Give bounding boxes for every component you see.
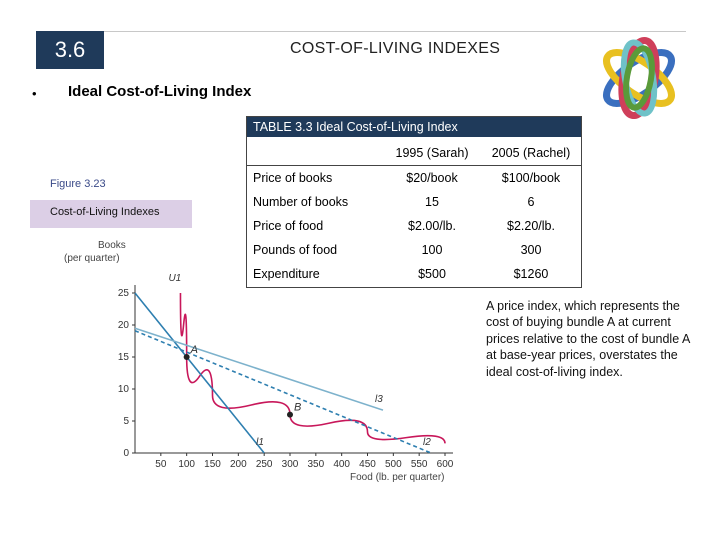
x-tick-label: 50 [155,459,167,470]
series-label-l3: l3 [375,394,383,405]
row-label: Price of books [253,171,333,185]
bundle-label-a: A [190,344,198,356]
y-tick-label: 10 [118,384,130,395]
series-label-l2: l2 [423,437,431,448]
y-tick-label: 0 [123,448,129,459]
section-number: 3.6 [54,37,86,62]
figure-caption: Cost-of-Living Indexes [50,206,160,218]
section-number-badge: 3.6 [36,31,104,69]
row-value-2005: $100/book [501,171,561,185]
explanation-note: A price index, which represents the cost… [486,299,690,379]
y-tick-label: 15 [118,352,130,363]
bullet-marker: • [32,86,37,101]
x-tick-label: 250 [256,459,273,470]
x-tick-label: 450 [359,459,376,470]
x-tick-label: 350 [307,459,324,470]
row-label: Number of books [253,195,349,209]
x-tick-label: 100 [178,459,195,470]
x-tick-label: 600 [437,459,454,470]
bundle-point-a [183,354,190,360]
row-value-2005: 6 [527,195,535,209]
x-tick-label: 150 [204,459,221,470]
table-header-2005: 2005 (Rachel) [491,146,571,160]
table-header-divider [247,165,581,166]
x-tick-label: 550 [411,459,428,470]
row-label: Price of food [253,219,324,233]
table-row: Price of food $2.00/lb. $2.20/lb. [247,214,581,238]
cost-of-living-table: TABLE 3.3 Ideal Cost-of-Living Index 199… [246,116,582,288]
budget-line-l1 [134,292,265,454]
x-tick-label: 500 [385,459,402,470]
x-tick-label: 400 [333,459,350,470]
table-row: Expenditure $500 $1260 [247,262,581,286]
row-value-1995: 100 [421,243,443,257]
row-label: Expenditure [253,267,320,281]
row-value-2005: 300 [520,243,542,257]
figure-caption-box [30,200,192,228]
figure-label: Figure 3.23 [50,178,106,190]
series-label-l1: l1 [256,437,264,448]
row-value-1995: $2.00/lb. [408,219,456,233]
y-tick-label: 25 [118,288,130,299]
table-header-1995: 1995 (Sarah) [395,146,469,160]
rings-logo-icon [603,36,675,120]
indifference-curve-u1 [179,292,446,444]
y-tick-label: 20 [118,320,130,331]
header-divider [104,31,686,32]
budget-line-l2 [134,330,432,454]
x-tick-label: 200 [230,459,247,470]
y-axis-label-line1: Books [98,240,126,251]
row-value-1995: $500 [418,267,446,281]
x-axis-label: Food (lb. per quarter) [350,472,445,483]
bundle-label-b: B [294,402,301,414]
table-row: Number of books 15 6 [247,190,581,214]
row-value-1995: 15 [425,195,439,209]
budget-line-l3 [134,327,384,411]
table-title: TABLE 3.3 Ideal Cost-of-Living Index [247,117,581,137]
row-value-2005: $2.20/lb. [507,219,555,233]
slide-title: COST-OF-LIVING INDEXES [290,40,501,57]
y-axis-label-line2: (per quarter) [64,253,120,264]
y-tick-label: 5 [123,416,129,427]
table-header-row: 1995 (Sarah) 2005 (Rachel) [247,141,581,165]
row-value-2005: $1260 [513,267,549,281]
cost-of-living-chart: Books (per quarter) Food (lb. per quarte… [64,240,454,483]
row-value-1995: $20/book [406,171,458,185]
bullet-heading: Ideal Cost-of-Living Index [68,83,252,100]
bundle-point-b [287,411,293,418]
x-tick-label: 300 [282,459,299,470]
table-row: Price of books $20/book $100/book [247,166,581,190]
table-row: Pounds of food 100 300 [247,238,581,262]
series-label-u1: U1 [168,273,181,284]
row-label: Pounds of food [253,243,338,257]
